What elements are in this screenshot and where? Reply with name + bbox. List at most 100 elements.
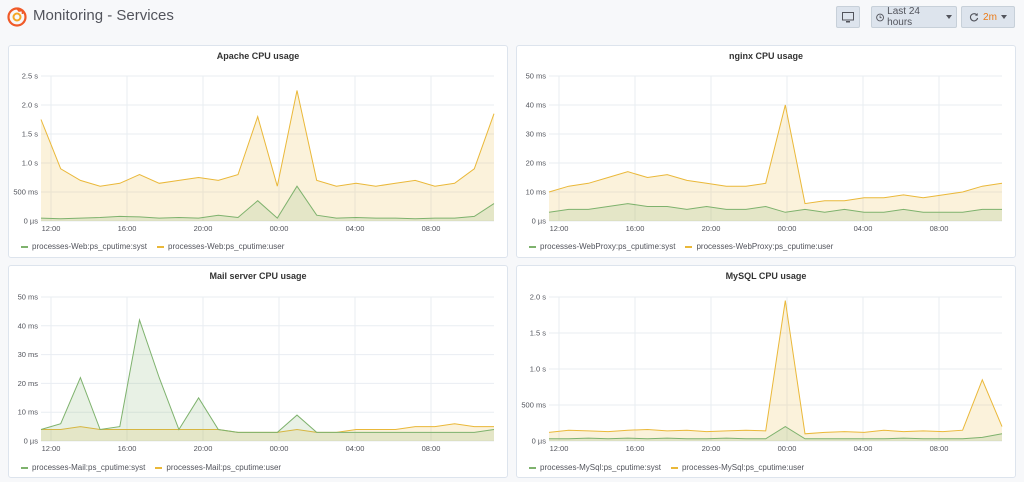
- x-tick-label: 08:00: [422, 224, 441, 233]
- y-tick-label: 1.0 s: [22, 159, 39, 168]
- x-tick-label: 20:00: [702, 224, 721, 233]
- panel-mysql-cpu: MySQL CPU usage 0 µs 500 ms 1.0 s 1.5 s 2.0 …: [516, 265, 1016, 478]
- legend-swatch: [21, 245, 28, 248]
- time-range-picker[interactable]: Last 24 hours: [871, 6, 957, 28]
- refresh-interval-label: 2m: [983, 11, 997, 23]
- y-tick-label: 2.0 s: [22, 101, 39, 110]
- graph-mail-cpu[interactable]: 0 µs 10 ms 20 ms 30 ms 40 ms 50 ms 12:00 16:00 2…: [9, 266, 509, 479]
- x-tick-label: 12:00: [550, 444, 569, 453]
- legend-label: processes-MySql:ps_cputime:syst: [540, 463, 661, 472]
- legend-swatch: [529, 245, 536, 248]
- chevron-down-icon: [946, 15, 952, 19]
- legend-label: processes-Mail:ps_cputime:syst: [32, 463, 146, 472]
- x-tick-label: 20:00: [702, 444, 721, 453]
- x-tick-label: 16:00: [626, 444, 645, 453]
- x-tick-label: 00:00: [270, 224, 289, 233]
- series-line: [40, 185, 495, 220]
- legend-label: processes-WebProxy:ps_cputime:syst: [540, 242, 676, 251]
- y-tick-label: 0 µs: [532, 437, 547, 446]
- legend: processes-MySql:ps_cputime:syst processe…: [529, 463, 804, 472]
- x-tick-label: 12:00: [42, 224, 61, 233]
- x-tick-label: 04:00: [346, 224, 365, 233]
- y-tick-label: 10 ms: [526, 188, 547, 197]
- refresh-icon[interactable]: [969, 12, 979, 22]
- legend-item-syst[interactable]: processes-WebProxy:ps_cputime:syst: [529, 242, 675, 251]
- legend-label: processes-Web:ps_cputime:syst: [32, 242, 148, 251]
- legend-label: processes-Mail:ps_cputime:user: [166, 463, 282, 472]
- legend-swatch: [685, 245, 693, 248]
- legend: processes-Web:ps_cputime:syst processes-…: [21, 242, 284, 251]
- legend-swatch: [157, 245, 165, 248]
- series-area: [549, 426, 1002, 441]
- x-tick-label: 12:00: [42, 444, 61, 453]
- x-tick-label: 20:00: [194, 444, 213, 453]
- y-tick-label: 1.5 s: [530, 329, 547, 338]
- y-tick-label: 0 µs: [532, 217, 547, 226]
- series-line: [548, 300, 1003, 435]
- panel-apache-cpu: Apache CPU usage 0 µs 500 ms 1.0 s 1.5 s 2.0…: [8, 45, 508, 258]
- x-tick-label: 08:00: [930, 444, 949, 453]
- graph-nginx-cpu[interactable]: 0 µs 10 ms 20 ms 30 ms 40 ms 50 ms 12:00 16:00 2…: [517, 46, 1017, 259]
- y-tick-label: 20 ms: [18, 379, 39, 388]
- legend-item-user[interactable]: processes-Mail:ps_cputime:user: [155, 463, 281, 472]
- chevron-down-icon: [1000, 15, 1007, 19]
- panel-title[interactable]: nginx CPU usage: [728, 51, 803, 61]
- legend-swatch: [21, 466, 28, 469]
- legend: processes-Mail:ps_cputime:syst processes…: [21, 463, 281, 472]
- y-tick-label: 50 ms: [18, 293, 39, 302]
- series-area: [41, 186, 494, 221]
- x-tick-label: 12:00: [550, 224, 569, 233]
- panel-mail-cpu: Mail server CPU usage 0 µs 10 ms 20 ms 30 m…: [8, 265, 508, 478]
- y-tick-label: 500 ms: [521, 401, 546, 410]
- graph-mysql-cpu[interactable]: 0 µs 500 ms 1.0 s 1.5 s 2.0 s 12:00 16:00 20:00…: [517, 266, 1017, 479]
- x-tick-label: 20:00: [194, 224, 213, 233]
- panel-title[interactable]: Apache CPU usage: [216, 51, 300, 61]
- series-area: [549, 203, 1002, 221]
- y-tick-label: 1.5 s: [22, 130, 39, 139]
- y-tick-label: 2.0 s: [530, 293, 547, 302]
- clock-icon: [876, 13, 884, 21]
- legend-item-user[interactable]: processes-WebProxy:ps_cputime:user: [685, 242, 833, 251]
- series-line: [548, 104, 1003, 205]
- legend-item-syst[interactable]: processes-Mail:ps_cputime:syst: [21, 463, 145, 472]
- series-area: [41, 90, 494, 221]
- legend-label: processes-MySql:ps_cputime:user: [681, 463, 805, 472]
- x-tick-label: 16:00: [626, 224, 645, 233]
- series-area: [549, 105, 1002, 221]
- y-tick-label: 1.0 s: [530, 365, 547, 374]
- y-tick-label: 30 ms: [526, 130, 547, 139]
- legend-item-user[interactable]: processes-MySql:ps_cputime:user: [670, 463, 805, 472]
- series-line: [40, 90, 495, 187]
- grafana-logo-icon[interactable]: [7, 7, 27, 27]
- x-tick-label: 04:00: [854, 444, 873, 453]
- panel-title[interactable]: Mail server CPU usage: [209, 271, 307, 281]
- tv-mode-button[interactable]: [836, 6, 860, 28]
- y-tick-label: 10 ms: [18, 408, 39, 417]
- time-range-label: Last 24 hours: [887, 6, 920, 28]
- dashboard-title[interactable]: Monitoring - Services: [33, 7, 174, 24]
- x-tick-label: 00:00: [778, 224, 797, 233]
- series-area: [41, 320, 494, 441]
- legend-item-user[interactable]: processes-Web:ps_cputime:user: [157, 242, 284, 251]
- refresh-picker[interactable]: 2m: [961, 6, 1015, 28]
- y-tick-label: 2.5 s: [22, 72, 39, 81]
- series-area: [549, 300, 1002, 441]
- graph-apache-cpu[interactable]: 0 µs 500 ms 1.0 s 1.5 s 2.0 s 2.5 s 12:00 16:00…: [9, 46, 509, 259]
- legend-item-syst[interactable]: processes-MySql:ps_cputime:syst: [529, 463, 661, 472]
- y-tick-label: 40 ms: [18, 321, 39, 330]
- legend-swatch: [670, 466, 678, 469]
- x-tick-label: 16:00: [118, 224, 137, 233]
- legend-label: processes-WebProxy:ps_cputime:user: [696, 242, 834, 251]
- x-tick-label: 00:00: [270, 444, 289, 453]
- y-tick-label: 20 ms: [526, 159, 547, 168]
- legend: processes-WebProxy:ps_cputime:syst proce…: [529, 242, 833, 251]
- legend-item-syst[interactable]: processes-Web:ps_cputime:syst: [21, 242, 147, 251]
- panel-title[interactable]: MySQL CPU usage: [725, 271, 807, 281]
- top-navbar: Monitoring - Services Last 24 hours 2m: [0, 0, 1024, 36]
- x-tick-label: 08:00: [422, 444, 441, 453]
- legend-swatch: [529, 466, 536, 469]
- panel-nginx-cpu: nginx CPU usage 0 µs 10 ms 20 ms 30 ms 40 ms…: [516, 45, 1016, 258]
- series-line: [548, 203, 1002, 213]
- y-tick-label: 500 ms: [13, 188, 38, 197]
- x-tick-label: 00:00: [778, 444, 797, 453]
